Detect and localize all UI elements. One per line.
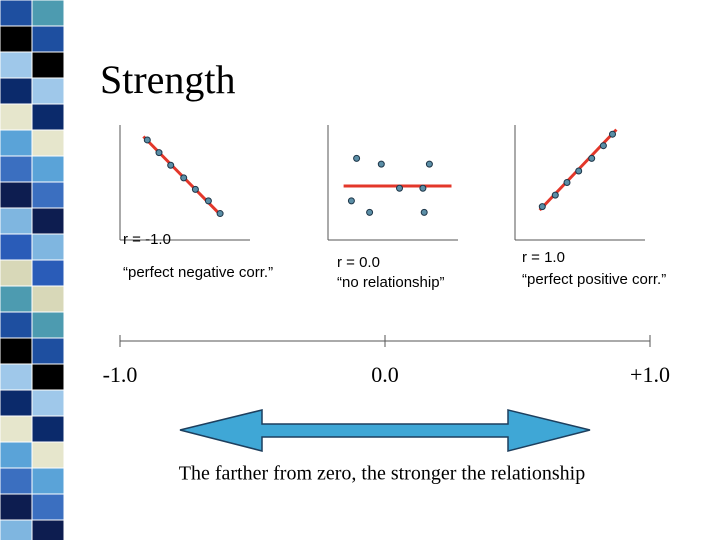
r-label: r = -1.0 xyxy=(123,231,171,248)
stripe-block xyxy=(31,441,65,469)
scatter-point xyxy=(347,197,355,205)
scatter-point xyxy=(419,184,427,192)
stripe-block xyxy=(0,519,33,540)
scatter-point xyxy=(538,203,546,211)
stripe-block xyxy=(31,493,65,521)
scatter-point xyxy=(575,167,583,175)
scatter-point xyxy=(155,149,163,157)
stripe-block xyxy=(31,77,65,105)
scatter-point xyxy=(180,174,188,182)
stripe-block xyxy=(31,311,65,339)
scale-tick-label: +1.0 xyxy=(630,362,670,387)
stripe-block xyxy=(31,415,65,443)
scatter-point xyxy=(377,160,385,168)
r-description: “perfect positive corr.” xyxy=(522,271,666,288)
stripe-block xyxy=(0,77,33,105)
stripe-block xyxy=(0,155,33,183)
stripe-block xyxy=(31,129,65,157)
stripe-block xyxy=(31,51,65,79)
scatter-point xyxy=(609,130,616,138)
stripe-block xyxy=(0,129,33,157)
stripe-block xyxy=(0,25,33,53)
stripe-block xyxy=(0,337,33,365)
stripe-block xyxy=(0,51,33,79)
stripe-block xyxy=(31,103,65,131)
scale-tick-label: 0.0 xyxy=(371,362,399,387)
stripe-block xyxy=(31,467,65,495)
double-arrow xyxy=(179,409,591,452)
r-label: r = 1.0 xyxy=(522,249,565,266)
scatter-point xyxy=(563,179,571,186)
stripe-block xyxy=(0,363,33,391)
scatter-point xyxy=(420,208,428,216)
stripe-block xyxy=(31,519,65,540)
scatter-point xyxy=(599,142,607,150)
stripe-block xyxy=(0,467,33,495)
stripe-block xyxy=(0,493,33,521)
scale-tick-label: -1.0 xyxy=(103,362,138,387)
scatter-point xyxy=(167,161,175,169)
stripe-block xyxy=(0,285,33,313)
slide-title: Strength xyxy=(100,57,236,102)
decorative-stripe xyxy=(0,0,65,540)
r-label: r = 0.0 xyxy=(337,254,380,271)
r-description: “perfect negative corr.” xyxy=(123,264,273,281)
stripe-block xyxy=(0,389,33,417)
scatter-point xyxy=(551,191,559,199)
stripe-block xyxy=(31,259,65,287)
stripe-block xyxy=(31,181,65,209)
stripe-block xyxy=(0,259,33,287)
scatter-point xyxy=(216,210,224,218)
scatter-point xyxy=(353,154,361,162)
stripe-block xyxy=(31,155,65,183)
stripe-block xyxy=(31,389,65,417)
scatter-point xyxy=(425,160,433,168)
scatter-point xyxy=(396,184,403,192)
stripe-block xyxy=(31,0,65,27)
stripe-block xyxy=(0,441,33,469)
caption: The farther from zero, the stronger the … xyxy=(179,463,586,485)
scatter-point xyxy=(143,136,151,144)
scatter-point xyxy=(366,208,374,216)
r-description: “no relationship” xyxy=(337,274,445,291)
scatter-point xyxy=(204,197,212,205)
stripe-block xyxy=(0,233,33,261)
stripe-block xyxy=(0,181,33,209)
stripe-block xyxy=(31,285,65,313)
scatter-point xyxy=(191,185,199,193)
stripe-block xyxy=(0,311,33,339)
stripe-block xyxy=(0,415,33,443)
stripe-block xyxy=(31,207,65,235)
stripe-block xyxy=(0,0,33,27)
stripe-block xyxy=(0,103,33,131)
stripe-block xyxy=(31,363,65,391)
scatter-point xyxy=(588,154,596,162)
stripe-block xyxy=(31,25,65,53)
stripe-block xyxy=(0,207,33,235)
stripe-block xyxy=(31,233,65,261)
stripe-block xyxy=(31,337,65,365)
